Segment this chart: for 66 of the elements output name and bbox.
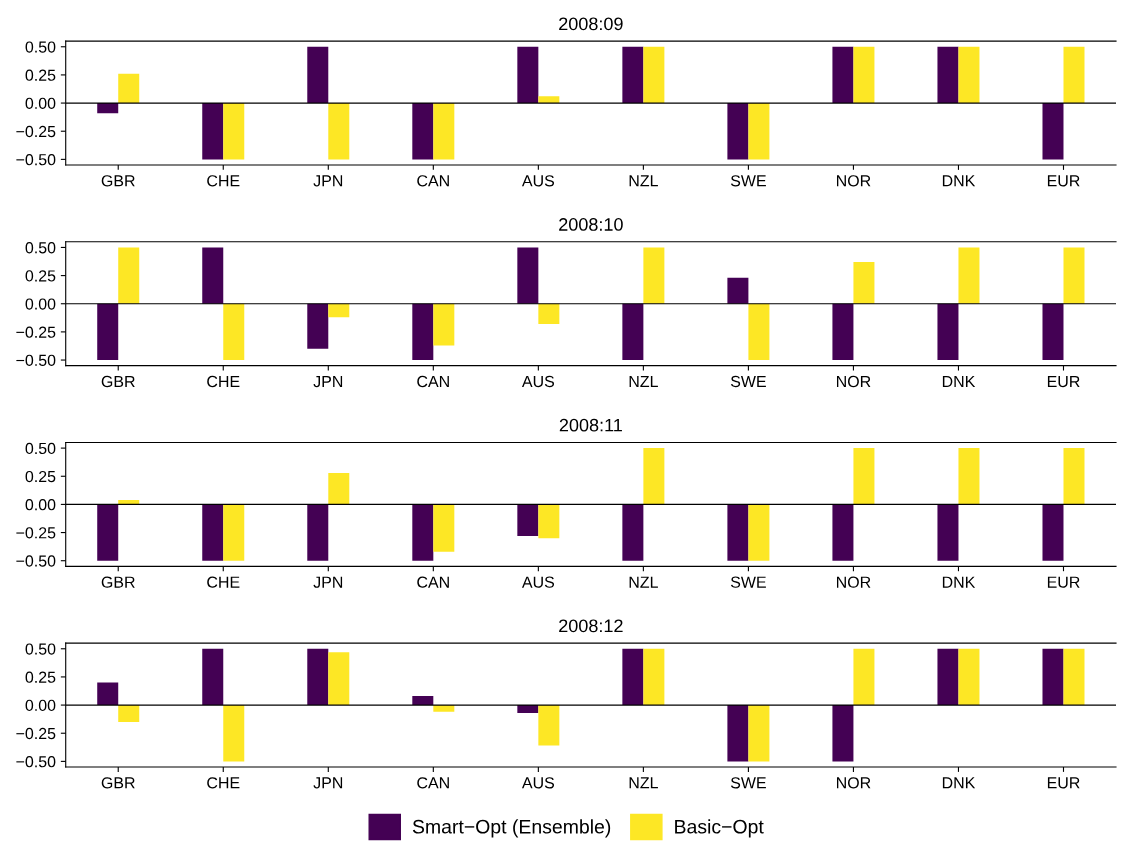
x-tick-label: AUS: [521, 576, 555, 588]
x-tick-label: NOR: [837, 777, 871, 789]
y-tick-label: 0.00: [25, 499, 56, 511]
x-tick-label: NOR: [837, 175, 871, 187]
x-tick-label: AUS: [521, 175, 555, 187]
legend-label: Basic−Opt: [675, 819, 764, 838]
x-tick-label: CAN: [417, 175, 449, 187]
x-tick-label: CHE: [207, 777, 240, 789]
x-tick-label: JPN: [313, 576, 343, 588]
x-tick-label: SWE: [730, 576, 766, 588]
y-tick-label: −0.50: [16, 555, 56, 567]
y-tick-label: 0.25: [25, 671, 56, 683]
y-tick-label: 0.00: [25, 298, 56, 310]
y-tick-label: 0.25: [25, 69, 56, 81]
y-tick-label: −0.25: [16, 527, 56, 539]
x-tick-label: NZL: [629, 175, 658, 187]
x-tick-label: GBR: [101, 777, 135, 789]
y-tick-label: 0.50: [25, 41, 56, 53]
x-tick-label: DNK: [942, 375, 976, 387]
y-tick-label: 0.00: [25, 97, 56, 110]
x-tick-label: AUS: [521, 777, 555, 789]
y-tick-label: −0.50: [16, 154, 56, 166]
y-tick-label: −0.25: [16, 125, 56, 138]
x-tick-label: NOR: [837, 375, 871, 388]
x-tick-label: JPN: [313, 375, 343, 388]
x-tick-label: CHE: [207, 576, 240, 588]
y-tick-label: −0.25: [16, 727, 56, 740]
x-tick-label: EUR: [1047, 576, 1080, 588]
x-tick-label: CAN: [417, 777, 449, 789]
y-tick-label: 0.25: [25, 470, 56, 483]
x-tick-label: NZL: [629, 777, 658, 789]
x-tick-label: CHE: [207, 175, 240, 187]
x-tick-label: SWE: [730, 777, 766, 789]
y-tick-label: −0.25: [16, 326, 56, 338]
x-tick-label: NZL: [629, 576, 658, 588]
x-tick-label: NOR: [837, 576, 871, 588]
x-tick-label: EUR: [1047, 777, 1080, 789]
y-tick-label: 0.00: [25, 699, 56, 712]
x-tick-label: CAN: [417, 576, 449, 588]
x-tick-label: CHE: [207, 375, 240, 388]
x-tick-label: SWE: [730, 175, 766, 187]
x-tick-label: AUS: [521, 375, 555, 388]
x-tick-label: DNK: [942, 777, 976, 789]
x-tick-label: DNK: [942, 576, 976, 588]
legend-label: Smart−Opt (Ensemble): [412, 819, 611, 838]
y-tick-label: −0.50: [16, 756, 56, 768]
x-tick-label: CAN: [417, 375, 449, 388]
chart-title: 2008:11: [559, 418, 622, 432]
x-tick-label: SWE: [730, 375, 766, 388]
x-tick-label: GBR: [101, 576, 135, 588]
y-tick-label: 0.50: [25, 242, 56, 254]
x-tick-label: GBR: [101, 375, 135, 388]
x-tick-label: EUR: [1047, 375, 1080, 388]
x-tick-label: JPN: [313, 175, 343, 187]
x-tick-label: DNK: [942, 175, 976, 187]
y-tick-label: 0.25: [25, 270, 56, 282]
x-tick-label: NZL: [629, 375, 658, 387]
chart-title: 2008:12: [559, 619, 623, 633]
x-tick-label: EUR: [1047, 175, 1080, 187]
y-tick-label: 0.50: [25, 442, 56, 455]
x-tick-label: JPN: [313, 777, 343, 789]
chart-title: 2008:10: [559, 218, 623, 231]
y-tick-label: −0.50: [16, 354, 56, 366]
y-tick-label: 0.50: [25, 643, 56, 655]
chart-title: 2008:09: [559, 17, 623, 31]
x-tick-label: GBR: [101, 175, 135, 187]
